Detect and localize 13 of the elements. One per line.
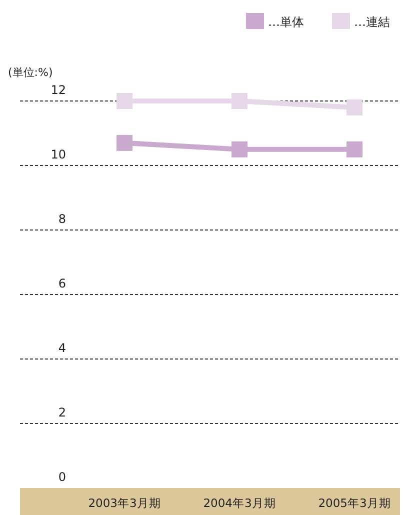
x-tick-label: 2005年3月期 (318, 496, 391, 510)
y-tick-label: 12 (50, 83, 66, 97)
y-tick-label: 6 (58, 276, 66, 290)
y-tick-label: 0 (58, 470, 66, 484)
x-tick-label: 2003年3月期 (88, 496, 161, 510)
y-tick-label: 4 (58, 341, 66, 355)
y-tick-label: 10 (50, 148, 66, 162)
x-tick-label: 2004年3月期 (203, 496, 276, 510)
y-axis-title: (単位:%) (8, 66, 53, 79)
legend-label: …単体 (268, 15, 304, 29)
y-tick-label: 8 (58, 212, 66, 226)
legend-label: …連結 (354, 15, 390, 29)
y-tick-label: 2 (58, 406, 66, 420)
